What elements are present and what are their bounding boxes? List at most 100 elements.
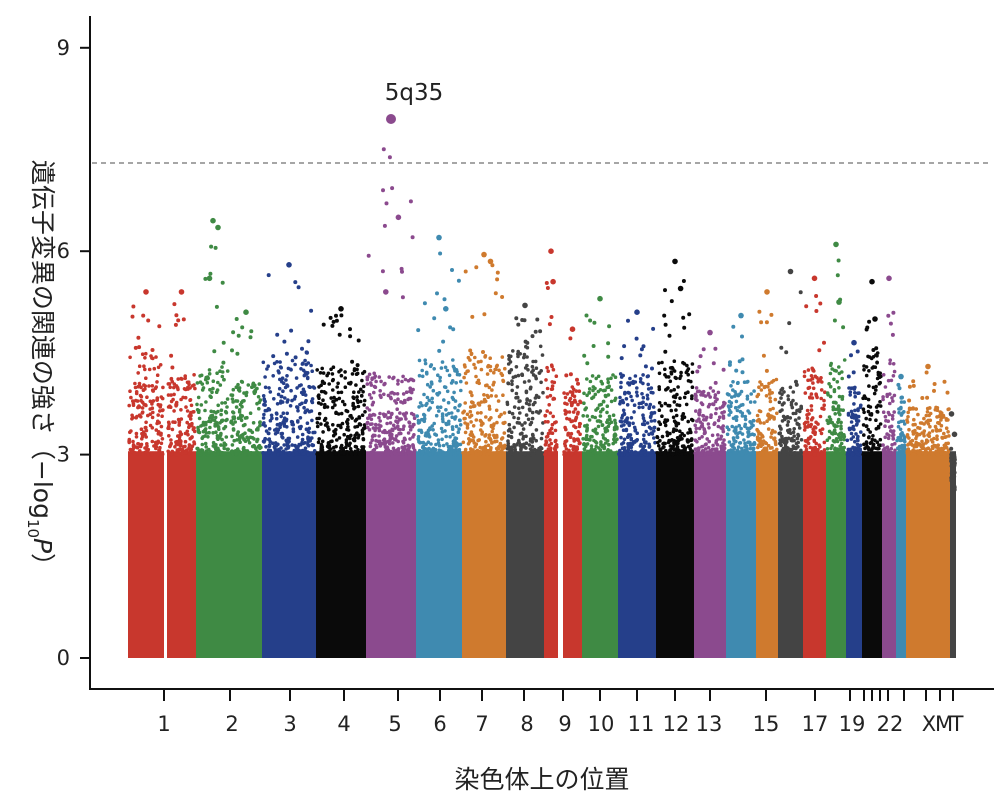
snp-point [623,449,627,454]
snp-point [365,382,370,386]
snp-point [595,431,599,436]
snp-point [197,416,202,421]
snp-point [393,426,398,430]
snp-point [284,417,289,422]
snp-point [732,451,736,456]
snp-point [398,427,402,432]
snp-point [663,401,668,406]
snp-point [231,400,235,404]
snp-point [871,365,876,369]
chromosome-12-body [563,451,582,658]
snp-point [428,406,432,410]
snp-point [700,435,704,439]
snp-point [757,452,762,457]
snp-point [746,440,750,445]
snp-point [586,452,590,456]
snp-point [688,451,693,455]
snp-point [591,344,596,348]
snp-point [235,351,240,356]
snp-point [665,433,670,438]
snp-point [538,344,543,349]
chromosome-1-series [127,289,165,658]
snp-point [849,386,853,391]
snp-point [888,401,892,406]
snp-point [486,443,491,448]
snp-point [771,406,775,411]
snp-point [891,374,896,378]
snp-point [183,374,187,378]
snp-point [640,392,644,396]
snp-point [305,408,310,412]
snp-point [370,438,375,443]
peak-annotation: 5q35 [385,80,444,106]
snp-point [129,395,133,400]
top-hit-point [383,289,389,295]
snp-point [408,199,413,204]
snp-point [854,432,858,436]
snp-point [336,423,340,428]
snp-point [928,448,933,452]
snp-point [290,358,295,363]
snp-point [485,393,490,398]
snp-point [791,444,796,449]
snp-point [263,385,268,390]
snp-point [190,435,194,439]
snp-point [437,409,441,413]
snp-point [786,428,790,433]
snp-point [309,363,313,368]
snp-point [250,385,254,390]
snp-point [624,428,629,433]
snp-point [577,424,582,429]
snp-point [159,424,164,429]
snp-point [491,383,496,387]
snp-point [806,368,811,372]
snp-point [458,418,462,423]
snp-point [303,446,308,451]
snp-point [896,382,901,387]
snp-point [518,399,522,403]
snp-point [864,416,868,421]
snp-point [878,400,882,404]
snp-point [425,395,430,400]
snp-point [594,376,598,381]
snp-point [938,410,943,414]
x-axis-ticks: 1 2 3 4 5 6 7 8 9 10 11 12 13 15 17 19 22 XMT [157,689,964,736]
snp-point [553,446,557,450]
snp-point [690,370,695,375]
snp-point [136,335,141,340]
snp-point [822,448,827,452]
snp-point [576,402,580,407]
snp-point [252,444,257,449]
snp-point [469,420,473,424]
snp-point [891,399,895,403]
snp-point [619,435,623,440]
snp-point [329,447,333,451]
snp-point [537,411,541,415]
snp-point [530,444,535,449]
snp-point [311,385,316,389]
snp-point [202,428,207,433]
snp-point [491,452,495,456]
snp-point [187,414,191,418]
snp-point [901,452,905,457]
snp-point [932,443,936,448]
snp-point [856,445,861,450]
snp-point [411,445,416,450]
snp-point [626,390,630,395]
snp-point [856,434,860,439]
snp-point [417,451,421,455]
snp-point [700,390,704,395]
snp-point [618,402,622,406]
chromosome-1-body [128,451,164,658]
snp-point [703,452,707,457]
snp-point [642,444,647,449]
snp-point [387,429,392,434]
snp-point [565,392,570,396]
snp-point [211,440,216,445]
snp-point [440,417,445,421]
snp-point [339,411,344,416]
snp-point [932,388,936,393]
snp-point [751,418,756,423]
snp-point [213,245,218,250]
